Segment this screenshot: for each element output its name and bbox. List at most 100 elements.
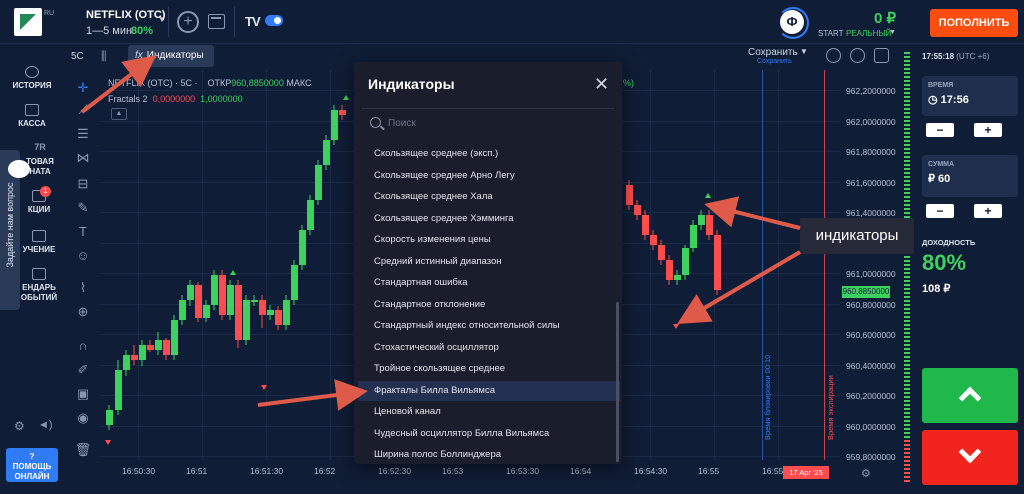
- indicator-item[interactable]: Стандартное отклонение: [374, 298, 486, 310]
- pattern-icon[interactable]: ⋈: [76, 150, 90, 165]
- nav-cashier[interactable]: КАССА: [0, 104, 64, 128]
- buy-up-button[interactable]: [922, 368, 1018, 423]
- trendline-icon[interactable]: ⟋: [78, 102, 88, 117]
- fib-icon[interactable]: ⊟: [77, 176, 89, 191]
- save-sub-link[interactable]: Сохранить: [757, 58, 792, 65]
- indicator-item[interactable]: Тройное скользящее среднее: [374, 363, 506, 374]
- nav-education[interactable]: УЧЕНИЕ: [0, 230, 64, 254]
- calendar-events-icon: [32, 268, 46, 280]
- candle-body: [634, 205, 641, 215]
- pencil-lock-icon[interactable]: ✐: [77, 362, 89, 377]
- axis-settings-icon[interactable]: ⚙: [861, 468, 871, 480]
- amount-plus-button[interactable]: +: [974, 204, 1002, 218]
- horizontal-lines-icon[interactable]: ☰: [77, 126, 89, 141]
- indicators-label: Индикаторы: [146, 50, 204, 61]
- profit-amount: 108 ₽: [922, 283, 951, 295]
- logo[interactable]: [14, 8, 42, 36]
- price-tick-label: 960,4000000: [846, 360, 896, 371]
- sell-down-button[interactable]: [922, 430, 1018, 485]
- time-tick-label: 16:51: [186, 466, 208, 476]
- indicator-item[interactable]: Стандартный индекс относительной силы: [374, 320, 560, 331]
- add-asset-button[interactable]: +: [177, 11, 199, 33]
- crosshair-settings-icon[interactable]: [826, 48, 841, 63]
- account-avatar[interactable]: Ф: [777, 7, 809, 39]
- account-dropdown-icon[interactable]: ▼: [889, 29, 896, 36]
- indicator-item[interactable]: Скользящее среднее Хала: [374, 191, 493, 202]
- amount-label: СУММА: [928, 161, 955, 168]
- candle-body: [243, 300, 250, 340]
- fractals-n: 2: [142, 94, 148, 104]
- calendar-icon[interactable]: [208, 14, 225, 29]
- save-dropdown-icon[interactable]: ▼: [800, 47, 808, 56]
- indicator-item[interactable]: Скользящее среднее Арно Легу: [374, 169, 515, 181]
- indicator-item[interactable]: Фракталы Билла Вильямса: [374, 384, 495, 396]
- crosshair-icon[interactable]: ✛: [77, 80, 89, 95]
- time-tick-label: 16:52: [314, 466, 336, 476]
- save-template-button[interactable]: Сохранить: [748, 47, 798, 58]
- feedback-label[interactable]: Задайте нам вопрос: [5, 182, 15, 268]
- candle-body: [179, 300, 186, 320]
- indicators-button[interactable]: fx Индикаторы: [128, 45, 214, 67]
- scrollbar[interactable]: [616, 302, 619, 462]
- text-icon[interactable]: T: [79, 224, 87, 239]
- amount-box[interactable]: СУММА ₽ 60: [922, 155, 1018, 197]
- search-bar[interactable]: [362, 108, 614, 136]
- candle-type-icon[interactable]: ⫼: [101, 49, 107, 63]
- modal-title: Индикаторы: [368, 76, 455, 92]
- candle-body: [283, 300, 290, 325]
- nav-calendar[interactable]: ЕНДАРЬ ОБЫТИЙ: [0, 268, 64, 303]
- collapse-legend-button[interactable]: ▲: [111, 108, 127, 120]
- tradingview-toggle[interactable]: [265, 15, 283, 26]
- candle-body: [642, 215, 649, 235]
- time-tick-label: 16:54:30: [634, 466, 668, 476]
- timeframe-selector[interactable]: 5C: [71, 51, 84, 62]
- chart-info: NETFLIX (OTC) · 5C · ОТКР960,8850000 МАК…: [108, 78, 312, 88]
- fractals-v2: 1,0000000: [200, 94, 243, 104]
- candle-body: [115, 370, 122, 410]
- nav-history[interactable]: ИСТОРИЯ: [0, 66, 64, 90]
- settings-icon[interactable]: ⚙: [14, 419, 25, 433]
- nav-trading[interactable]: 7R ТОВАЯ НАТА: [0, 142, 64, 177]
- indicator-item[interactable]: Стандартная ошибка: [374, 277, 468, 288]
- magnet-icon[interactable]: ∩: [78, 338, 88, 353]
- asset-name[interactable]: NETFLIX (OTC): [86, 9, 166, 21]
- sound-icon[interactable]: ◄): [38, 419, 53, 431]
- account-type[interactable]: РЕАЛЬНЫЙ: [846, 29, 892, 38]
- indicator-item[interactable]: Скользящее среднее (эксп.): [374, 148, 499, 159]
- help-online-button[interactable]: ? ПОМОЩЬ ОНЛАЙН: [6, 448, 58, 482]
- close-icon[interactable]: ✕: [594, 74, 610, 94]
- indicator-item[interactable]: Скорость изменения цены: [374, 234, 491, 245]
- indicator-item[interactable]: Скользящее среднее Хэмминга: [374, 212, 514, 224]
- zoom-icon[interactable]: ⊕: [77, 304, 89, 319]
- asset-dropdown-icon[interactable]: ▼: [158, 15, 166, 24]
- emoji-icon[interactable]: ☺: [76, 248, 90, 263]
- eye-icon[interactable]: ◉: [77, 410, 89, 425]
- indicator-item[interactable]: Чудесный осциллятор Билла Вильямса: [374, 427, 550, 439]
- brush-icon[interactable]: ✎: [77, 200, 89, 215]
- search-input[interactable]: [388, 114, 588, 132]
- indicator-item[interactable]: Средний истинный диапазон: [374, 255, 502, 267]
- indicator-item[interactable]: Ширина полос Боллинджера: [374, 449, 502, 460]
- feedback-tab[interactable]: [0, 150, 20, 310]
- amount-minus-button[interactable]: −: [926, 204, 954, 218]
- camera-icon[interactable]: [874, 48, 889, 63]
- time-minus-button[interactable]: −: [926, 123, 954, 137]
- time-plus-button[interactable]: +: [974, 123, 1002, 137]
- ruler-icon[interactable]: ⌇: [79, 280, 87, 295]
- open-value: 960,8850000: [231, 78, 284, 88]
- gear-icon[interactable]: [850, 48, 865, 63]
- chat-icon[interactable]: [8, 160, 30, 178]
- candle-body: [674, 275, 681, 280]
- lock-icon[interactable]: ▣: [76, 386, 90, 401]
- deposit-button[interactable]: ПОПОЛНИТЬ: [930, 9, 1018, 37]
- candle-body: [339, 110, 346, 115]
- indicator-list[interactable]: Скользящее среднее (эксп.) Скользящее сре…: [354, 140, 622, 462]
- top-bar: [0, 0, 1024, 44]
- candle-body: [171, 320, 178, 355]
- fractals-legend[interactable]: Fractals 2 0,0000000 1,0000000: [108, 94, 243, 104]
- trash-icon[interactable]: 🗑: [74, 442, 92, 457]
- time-box[interactable]: ВРЕМЯ ◷ 17:56: [922, 76, 1018, 116]
- indicator-item[interactable]: Ценовой канал: [374, 406, 441, 417]
- indicator-item[interactable]: Стохастический осциллятор: [374, 341, 499, 353]
- profit-label: ДОХОДНОСТЬ: [922, 238, 976, 247]
